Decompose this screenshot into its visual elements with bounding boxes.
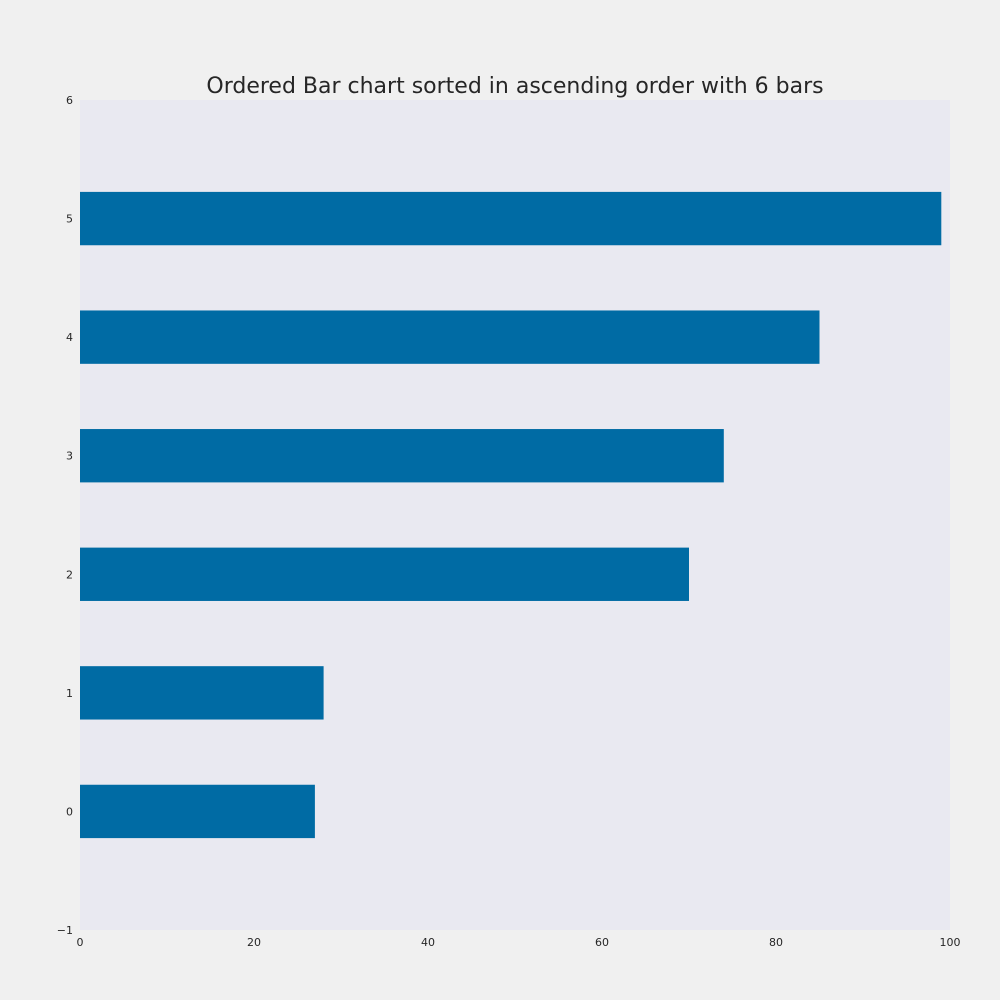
x-axis-ticks: 0 20 40 60 80 100 <box>77 936 961 949</box>
bar-0 <box>80 784 315 839</box>
x-tick-label: 100 <box>940 936 961 949</box>
x-tick-label: 20 <box>247 936 261 949</box>
x-tick-label: 0 <box>77 936 84 949</box>
y-tick-label: 6 <box>66 94 73 107</box>
bar-3 <box>80 429 724 483</box>
y-tick-label: −1 <box>57 924 73 937</box>
bar-4 <box>80 310 820 364</box>
y-tick-label: 5 <box>66 213 73 226</box>
y-tick-label: 0 <box>66 805 73 818</box>
x-tick-label: 80 <box>769 936 783 949</box>
x-tick-label: 60 <box>595 936 609 949</box>
bars-layer <box>80 191 942 839</box>
bar-1 <box>80 666 324 720</box>
y-tick-label: 4 <box>66 331 73 344</box>
x-tick-label: 40 <box>421 936 435 949</box>
y-axis-ticks: −1 0 1 2 3 4 5 6 <box>57 94 73 937</box>
y-tick-label: 3 <box>66 450 73 463</box>
y-tick-label: 1 <box>66 687 73 700</box>
y-tick-label: 2 <box>66 568 73 581</box>
chart-title: Ordered Bar chart sorted in ascending or… <box>206 74 823 99</box>
bar-5 <box>80 191 942 246</box>
bar-2 <box>80 547 689 601</box>
